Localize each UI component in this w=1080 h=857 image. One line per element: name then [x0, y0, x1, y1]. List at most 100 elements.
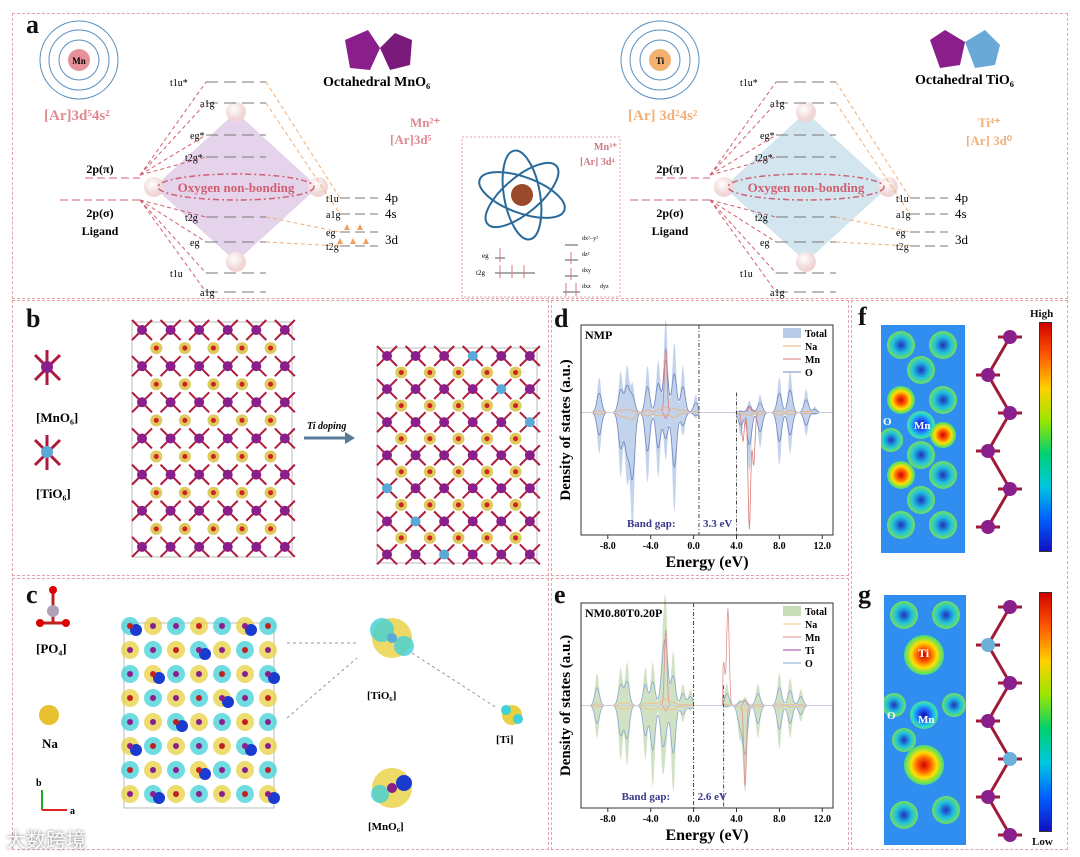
mn-atom — [194, 361, 205, 372]
mn-atom — [410, 549, 421, 560]
mn-atom — [496, 450, 507, 461]
atom — [150, 719, 156, 725]
mn-atom — [981, 520, 995, 534]
total-dos-area-down — [588, 412, 821, 531]
mn-atom — [981, 368, 995, 382]
charge-depletion — [153, 792, 165, 804]
mn-atom — [981, 790, 995, 804]
ti-atom — [496, 384, 507, 395]
charge-blob — [932, 796, 960, 824]
mn-atom — [279, 541, 290, 552]
ti-atom — [382, 483, 392, 494]
atom — [127, 719, 133, 725]
oxygen-atom — [455, 469, 461, 475]
mn-atom — [165, 325, 176, 335]
ligand-correlation-line — [709, 199, 777, 218]
atom — [150, 791, 156, 797]
atom — [242, 767, 248, 773]
bond — [986, 796, 1012, 836]
charge-depletion — [245, 624, 257, 636]
panel-label-a: a — [26, 10, 39, 39]
metal-level-label: t1u — [896, 194, 909, 205]
atom — [196, 623, 202, 629]
mn-atom — [467, 384, 478, 395]
mn-atom — [137, 361, 147, 372]
atom — [196, 743, 202, 749]
legend-label: Na — [805, 342, 817, 353]
atom — [150, 743, 156, 749]
oxygen-ball — [796, 252, 816, 272]
mn-atom — [524, 549, 535, 560]
atom — [219, 671, 225, 677]
atom — [127, 623, 133, 629]
ti-doped-structure — [376, 345, 541, 566]
mo-level-label: t1u* — [740, 78, 758, 89]
charge-blob — [890, 601, 918, 629]
panel-fg-frame — [851, 300, 1068, 850]
charge-blob — [910, 701, 938, 729]
atom — [242, 647, 248, 653]
colorbar-low-label: Low — [1032, 836, 1053, 848]
oxygen-atom — [210, 345, 216, 351]
oxygen-atom — [239, 381, 245, 387]
atom — [219, 791, 225, 797]
mn-atom — [467, 549, 478, 560]
mn-atom — [382, 417, 392, 428]
oxygen-atom — [398, 436, 404, 442]
ligand-correlation-line — [709, 199, 777, 293]
mn-atom — [524, 351, 535, 361]
oxygen-atom — [210, 526, 216, 532]
mo-diagram-ti: Oxygen non-bonding t1u* a1g eg* t2g* t2g eg t1u… — [630, 78, 969, 299]
oxygen-atom — [210, 417, 216, 423]
orbital-dyz: dyz — [600, 284, 609, 290]
metal-level-label: t2g — [896, 242, 909, 253]
charge-depletion — [199, 648, 211, 660]
oxygen-ball — [226, 252, 246, 272]
metal-correlation-line — [835, 102, 911, 215]
plot-frame — [580, 602, 834, 809]
atom — [150, 623, 156, 629]
charge-blob — [929, 511, 957, 539]
oxygen-atom — [268, 381, 274, 387]
mn-atom — [496, 549, 507, 560]
mn-atom — [251, 397, 262, 408]
metal-correlation-line — [835, 216, 911, 233]
ti-atom — [981, 638, 995, 652]
mn-atom — [467, 450, 478, 461]
ligand-correlation-line — [709, 199, 777, 274]
panel-label-c: c — [26, 580, 38, 609]
oxygen-atom — [268, 490, 274, 496]
mn-atom — [251, 433, 262, 444]
oxygen-atom — [455, 502, 461, 508]
charge-blob — [932, 601, 960, 629]
x-tick-label: 0.0 — [687, 541, 700, 552]
ligand-correlation-line — [139, 199, 207, 218]
oxygen-atom — [268, 417, 274, 423]
atom — [173, 791, 179, 797]
charge-blob — [904, 745, 944, 785]
mno6-octahedra-icon — [345, 30, 412, 70]
mo-level-label: t1u — [170, 269, 183, 280]
mn-atom — [467, 516, 478, 527]
map-g-label-ti: Ti — [918, 646, 930, 660]
tio6-legend-icon — [33, 435, 62, 470]
x-axis-label: Energy (eV) — [665, 827, 748, 844]
oxygen-atom — [398, 403, 404, 409]
tio6-octahedra-icon — [930, 30, 1000, 68]
mno6-title: Octahedral MnO₆ — [323, 75, 430, 90]
metal-orbital-label: 3d — [385, 232, 399, 247]
ti-atom — [439, 549, 450, 560]
oxygen-atom — [513, 535, 519, 541]
mn-atom — [410, 450, 421, 461]
atom-orbit-icon — [478, 149, 566, 241]
ligand-label: 2p(σ) — [656, 206, 683, 220]
oxygen-atom — [455, 436, 461, 442]
mn-atom — [194, 505, 205, 516]
mn3-ion: Mn³⁺ — [594, 142, 617, 153]
orbital-dxy: dxy — [582, 268, 591, 274]
x-tick-label: -8.0 — [600, 541, 616, 552]
mn-atom — [194, 469, 205, 480]
ligand-correlation-line — [709, 102, 777, 176]
mn-atom — [439, 384, 450, 395]
axis-a-label: a — [70, 806, 75, 817]
